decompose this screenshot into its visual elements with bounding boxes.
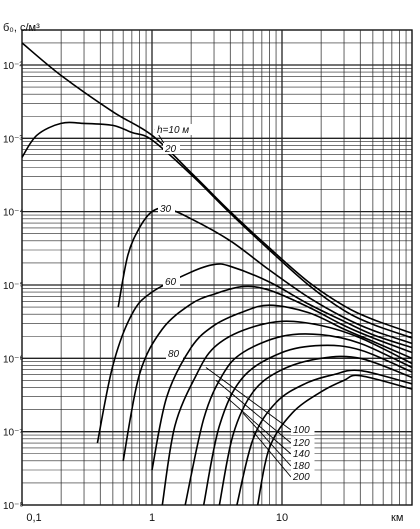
label-background xyxy=(158,203,175,214)
series-label: 140 xyxy=(293,449,310,460)
label-background xyxy=(291,448,315,459)
leader-line xyxy=(205,367,292,431)
series-line-10 xyxy=(236,369,413,506)
series-line-5 xyxy=(151,304,413,471)
series-label: 200 xyxy=(292,472,310,483)
plot-frame xyxy=(21,29,413,506)
y-tick-label: 10⁻³ xyxy=(3,134,23,145)
series-label: 20 xyxy=(164,144,177,155)
x-axis-label: км xyxy=(391,512,403,524)
label-background xyxy=(291,471,315,482)
series-line-1 xyxy=(21,121,413,339)
series-line-3 xyxy=(96,263,413,444)
x-tick-label: 0,1 xyxy=(26,512,41,524)
y-tick-label: 10⁻⁶ xyxy=(3,354,24,365)
y-tick-label: 10⁻⁴ xyxy=(3,208,24,219)
labels: б₀, c/м³ км 0,1 1 10 10⁻² 10⁻³ 10⁻⁴ 10⁻⁵ 10⁻⁶ 10… xyxy=(3,22,403,524)
curves xyxy=(21,42,413,506)
series-line-6 xyxy=(161,320,413,506)
series-line-4 xyxy=(122,285,413,461)
leader-line xyxy=(242,412,292,467)
y-tick-label: 10⁻² xyxy=(3,61,23,72)
label-background xyxy=(291,424,315,435)
y-tick-label: 10⁻⁵ xyxy=(3,281,24,292)
minor-grid xyxy=(22,30,412,505)
y-tick-label: 10⁻⁷ xyxy=(3,428,23,439)
series-line-7 xyxy=(184,333,413,506)
series-line-11 xyxy=(256,374,413,506)
series-label: 60 xyxy=(165,277,177,288)
series-label: h=10 м xyxy=(157,125,189,136)
label-background xyxy=(155,124,198,135)
series-label: 100 xyxy=(293,425,310,436)
y-tick-label: 10⁻⁸ xyxy=(3,501,24,512)
x-tick-label: 10 xyxy=(276,512,288,524)
y-axis-label: б₀, c/м³ xyxy=(3,22,40,34)
series-line-0 xyxy=(21,42,413,334)
series-label: 180 xyxy=(293,461,310,472)
series-line-9 xyxy=(218,355,413,506)
leader-line xyxy=(215,380,292,444)
x-tick-label: 1 xyxy=(149,512,155,524)
label-background xyxy=(166,348,183,359)
series-label: 30 xyxy=(160,204,172,215)
label-background xyxy=(163,143,180,154)
series-label: 120 xyxy=(293,438,310,449)
label-background xyxy=(291,460,315,471)
leader-line xyxy=(225,396,292,455)
label-background xyxy=(291,437,315,448)
series-line-8 xyxy=(202,344,413,506)
series-line-2 xyxy=(117,207,413,345)
label-background xyxy=(163,276,180,287)
series-label: 80 xyxy=(168,349,180,360)
leader-line xyxy=(252,431,292,478)
